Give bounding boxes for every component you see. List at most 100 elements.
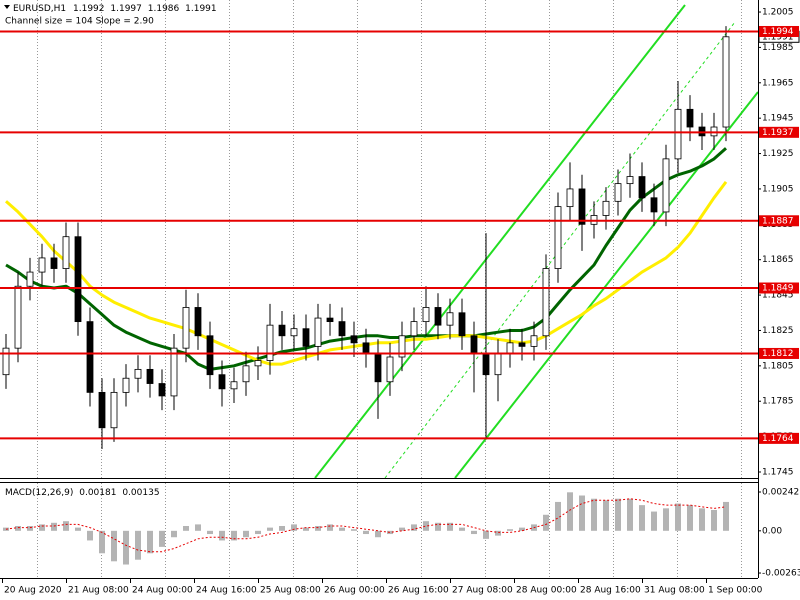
y-tick-label: 0.00 [762, 526, 782, 536]
candle-body [422, 307, 430, 323]
macd-bar [675, 503, 681, 531]
level-label-box [759, 282, 799, 294]
candle-body [2, 347, 10, 376]
macd-bar [207, 530, 213, 535]
candle-body [506, 342, 514, 354]
x-tick-label: 28 Aug 16:00 [580, 586, 641, 596]
macd-bar [447, 522, 453, 531]
candle-body [446, 312, 454, 326]
level-label-box [759, 347, 799, 359]
channel-upper [314, 4, 686, 479]
candle-body [458, 312, 466, 337]
candle-body [110, 391, 118, 429]
y-tick-label: 1.1865 [762, 255, 794, 265]
macd-bar [363, 530, 369, 535]
ohlc-value: 1.1992 [73, 4, 105, 14]
candle-body [302, 328, 310, 347]
candle-body [554, 206, 562, 269]
candle-body [578, 188, 586, 225]
last-price-label: 1.1991 [762, 32, 794, 42]
candle-body [626, 176, 634, 185]
candle-body [638, 176, 646, 199]
candle-body [386, 356, 394, 383]
macd-bar [171, 530, 177, 538]
macd-bar [87, 530, 93, 541]
x-tick-label: 24 Aug 00:00 [132, 586, 193, 596]
macd-bar [399, 527, 405, 531]
signal-value: 0.00135 [122, 488, 159, 498]
macd-bar [507, 529, 513, 531]
macd-bar [351, 529, 357, 531]
macd-bar [591, 498, 597, 531]
macd-bar [63, 521, 69, 531]
macd-bar [579, 495, 585, 531]
candle-body [254, 360, 262, 367]
macd-bar [555, 501, 561, 531]
x-tick-label: 28 Aug 00:00 [516, 586, 577, 596]
macd-bar [459, 527, 465, 531]
candle-body [26, 271, 34, 287]
macd-bar [219, 530, 225, 541]
candle-body [182, 307, 190, 349]
candle-body [434, 307, 442, 326]
candle-body [242, 365, 250, 383]
x-tick-label: 27 Aug 08:00 [452, 586, 513, 596]
candle-body [314, 317, 322, 347]
candle-body [566, 188, 574, 208]
macd-bar [15, 526, 21, 531]
macd-bar [651, 511, 657, 531]
annotation: Channel size = 104 Slope = 2.90 [5, 17, 154, 27]
level-label: 1.1849 [762, 284, 794, 294]
macd-bar [75, 527, 81, 531]
macd-bar [723, 501, 729, 531]
y-tick-label: 1.2005 [762, 8, 794, 18]
macd-bar [327, 524, 333, 531]
candle-body [542, 268, 550, 337]
candle-body [158, 383, 166, 397]
header: EURUSD,H1 1.1992 1.1997 1.1986 1.1991 [13, 4, 217, 14]
macd-bar [111, 530, 117, 562]
y-tick-label: 1.1985 [762, 43, 794, 53]
macd-bar [27, 526, 33, 531]
level-label: 1.1994 [762, 27, 794, 37]
candle-body [218, 374, 226, 390]
level-label: 1.1764 [762, 434, 794, 444]
macd-title: MACD(12,26,9) [5, 488, 73, 498]
ohlc-value: 1.1997 [110, 4, 142, 14]
y-tick-label: 1.1925 [762, 149, 794, 159]
candle-body [410, 321, 418, 337]
macd-bar [315, 526, 321, 531]
macd-bar [471, 530, 477, 535]
macd-value: 0.00181 [79, 488, 116, 498]
candle-body [230, 381, 238, 390]
macd-bar [339, 527, 345, 531]
macd-bar [687, 505, 693, 531]
channel-lower [454, 91, 759, 479]
level-label: 1.1937 [762, 128, 794, 138]
y-tick-label: 1.1785 [762, 397, 794, 407]
macd-bar [303, 527, 309, 531]
macd-bar [663, 508, 669, 531]
macd-bar [411, 524, 417, 531]
candle-body [602, 200, 610, 216]
macd-bar [255, 530, 261, 535]
level-label: 1.1812 [762, 349, 794, 359]
level-label: 1.1887 [762, 216, 794, 226]
y-tick-label: 1.1965 [762, 78, 794, 88]
macd-bar [435, 522, 441, 531]
menu-triangle [4, 5, 10, 9]
candle-body [98, 391, 106, 429]
symbol: EURUSD,H1 [13, 4, 66, 14]
macd-bar [699, 508, 705, 531]
candle-body [122, 377, 130, 393]
macd-bar [231, 530, 237, 541]
signal-line [5, 498, 727, 553]
candle-body [206, 335, 214, 376]
macd-bar [99, 530, 105, 554]
candle-body [686, 108, 694, 128]
level-label-box [759, 126, 799, 138]
macd-bar [603, 500, 609, 531]
candle-body [14, 285, 22, 349]
